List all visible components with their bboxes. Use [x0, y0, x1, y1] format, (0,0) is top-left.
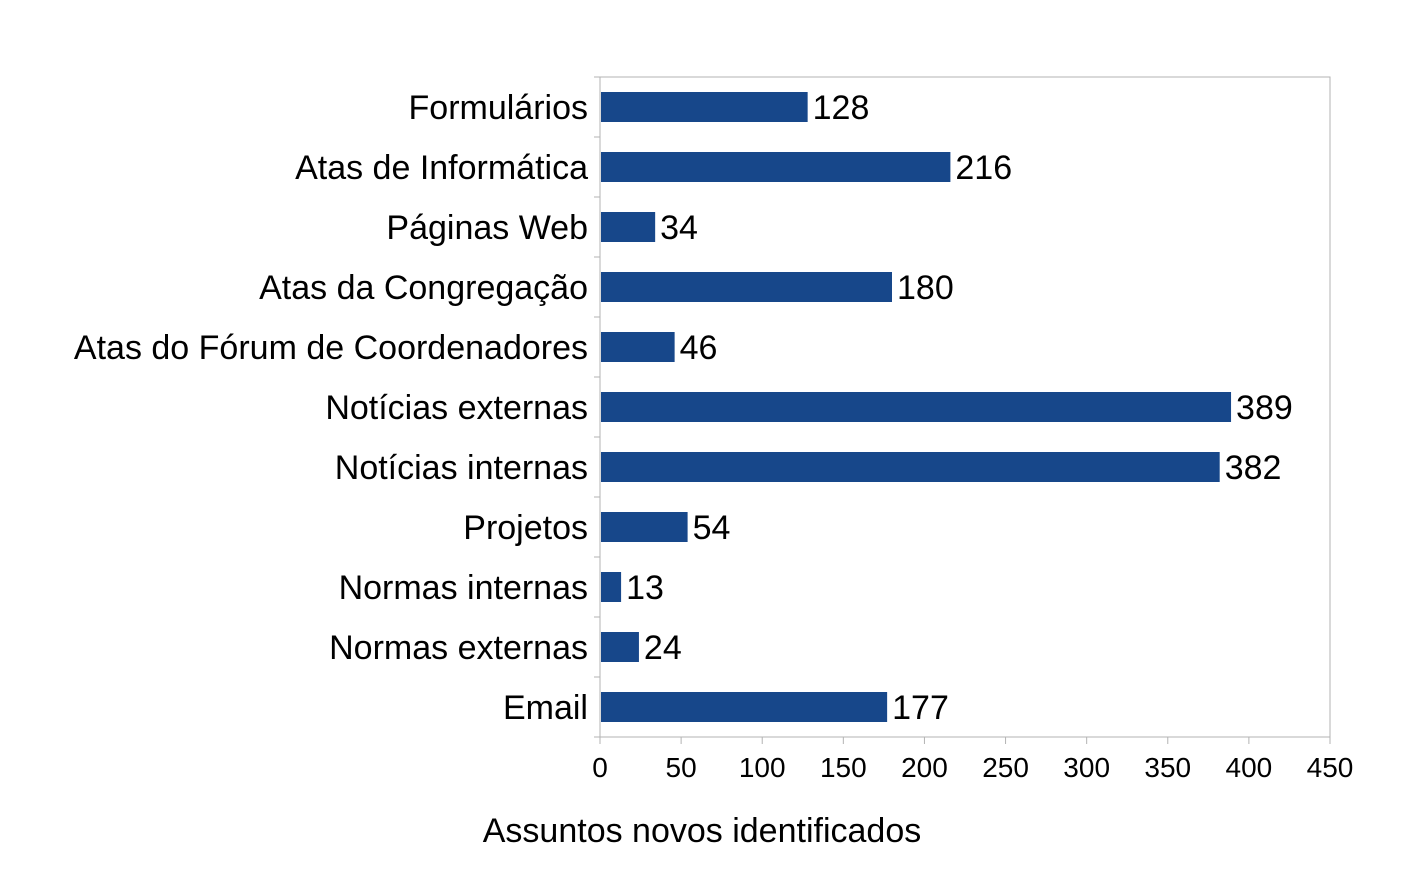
- bar: [601, 572, 622, 602]
- category-label: Email: [503, 689, 588, 727]
- x-tick-label: 350: [1144, 752, 1191, 783]
- value-label: 13: [626, 569, 664, 607]
- bar: [601, 152, 951, 182]
- category-label: Projetos: [463, 509, 588, 547]
- value-label: 46: [680, 329, 718, 367]
- category-label: Notícias externas: [325, 389, 588, 427]
- category-label: Páginas Web: [386, 209, 588, 247]
- bar: [601, 92, 808, 122]
- value-label: 177: [892, 689, 949, 727]
- plot-frame-layer: [594, 76, 1331, 744]
- x-tick-label: 150: [820, 752, 867, 783]
- category-label: Atas da Congregação: [259, 269, 588, 307]
- x-tick-label: 250: [982, 752, 1029, 783]
- value-label: 54: [693, 509, 731, 547]
- bar: [601, 512, 688, 542]
- x-tick-label: 100: [739, 752, 786, 783]
- bar: [601, 632, 639, 662]
- x-tick-label: 200: [901, 752, 948, 783]
- category-label: Normas internas: [339, 569, 588, 607]
- bar: [601, 692, 888, 722]
- bar: [601, 212, 656, 242]
- x-tick-label: 0: [592, 752, 608, 783]
- category-label: Atas de Informática: [295, 149, 588, 187]
- value-label: 216: [955, 149, 1012, 187]
- value-label: 382: [1225, 449, 1282, 487]
- value-label: 34: [660, 209, 698, 247]
- x-axis-title: Assuntos novos identificados: [483, 812, 921, 850]
- bar: [601, 272, 892, 302]
- x-tick-label: 450: [1307, 752, 1354, 783]
- x-tick-label: 400: [1226, 752, 1273, 783]
- category-label: Atas do Fórum de Coordenadores: [74, 329, 588, 367]
- bars-layer: [601, 92, 1232, 722]
- value-label: 128: [813, 89, 870, 127]
- bar: [601, 452, 1220, 482]
- plot-frame: [599, 76, 1331, 738]
- bar: [601, 332, 675, 362]
- labels-layer: 0 50 100 150 200 250 300 350 400 450 Formulários 12…: [74, 89, 1353, 783]
- x-tick-label: 300: [1063, 752, 1110, 783]
- value-label: 24: [644, 629, 682, 667]
- value-label: 180: [897, 269, 954, 307]
- value-label: 389: [1236, 389, 1293, 427]
- category-label: Normas externas: [329, 629, 588, 667]
- bar: [601, 392, 1232, 422]
- category-label: Notícias internas: [335, 449, 588, 487]
- category-label: Formulários: [409, 89, 588, 127]
- x-tick-label: 50: [666, 752, 697, 783]
